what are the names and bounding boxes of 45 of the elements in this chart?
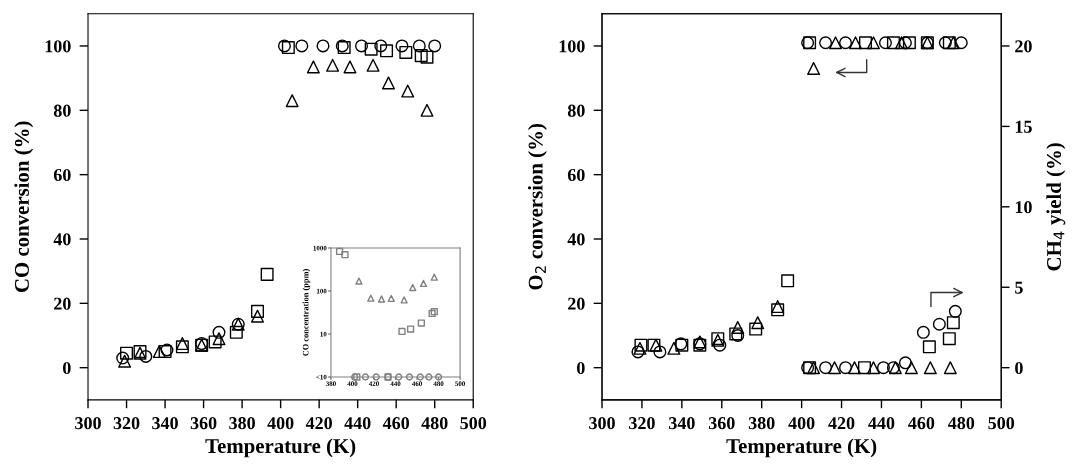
y-tick-label: 100 (559, 40, 585, 53)
x-tick-label: 340 (152, 417, 178, 430)
x-tick-label: 420 (828, 417, 855, 430)
x-tick-label: 420 (305, 417, 332, 430)
x-tick-label: 340 (669, 417, 695, 430)
y-tick-label: 0 (577, 361, 585, 375)
x-tick-label: 300 (589, 417, 615, 430)
y-axis-title: CO conversion (%) (14, 121, 34, 293)
y2-tick-label: 5 (1015, 281, 1023, 294)
y-tick-label: 60 (567, 168, 585, 182)
x-tick-label: 380 (229, 417, 255, 430)
x-tick-label: 480 (421, 417, 448, 430)
x-tick-label: 440 (344, 417, 371, 430)
x-tick-label: 360 (190, 417, 217, 430)
x-tick-label: 380 (748, 417, 775, 430)
x-tick-label: 360 (708, 417, 735, 430)
x-tick-label: 500 (460, 417, 487, 430)
y-tick-label: 0 (63, 361, 71, 375)
y-tick-label: 20 (568, 297, 585, 310)
x-tick-label: 460 (382, 417, 410, 430)
x-tick-label: 460 (908, 417, 935, 430)
x-tick-label: 320 (113, 417, 140, 430)
y-tick-label: 20 (54, 297, 71, 310)
y-axis-title: CO concentration (ppm) (302, 269, 311, 356)
y2-tick-label: 10 (1015, 201, 1032, 214)
y-tick-label: 80 (567, 104, 585, 117)
x-axis-title: Temperature (K) (205, 438, 356, 458)
y2-tick-label: 15 (1015, 120, 1032, 133)
x-axis-title: Temperature (K) (726, 438, 877, 458)
x-tick-label: 440 (868, 417, 895, 430)
y-tick-label: 40 (53, 233, 71, 246)
x-tick-label: 400 (788, 417, 815, 430)
y-tick-label: 40 (567, 233, 585, 246)
x-tick-label: 480 (948, 417, 975, 430)
y-axis-title: O$_{2}$ conversion (%) (527, 124, 547, 290)
y-tick-label: 100 (45, 40, 71, 53)
x-tick-label: 300 (75, 417, 101, 430)
x-tick-label: 320 (629, 417, 655, 430)
x-tick-label: 400 (267, 417, 294, 430)
y-tick-label: 60 (53, 168, 71, 182)
y-tick-label: 80 (53, 104, 71, 117)
y2-tick-label: 20 (1015, 40, 1032, 53)
y2-tick-label: 0 (1015, 361, 1023, 375)
y2-axis-title: CH$_{4}$ yield (%) (1046, 143, 1066, 271)
x-tick-label: 500 (988, 417, 1015, 430)
